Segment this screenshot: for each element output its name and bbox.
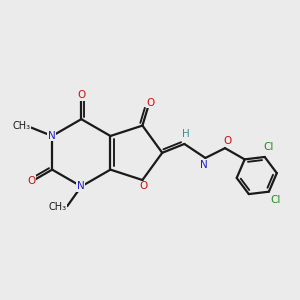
- Text: O: O: [77, 90, 86, 100]
- Text: Cl: Cl: [264, 142, 274, 152]
- Text: O: O: [140, 181, 148, 191]
- Text: CH₃: CH₃: [12, 121, 30, 131]
- Text: O: O: [224, 136, 232, 146]
- Text: N: N: [77, 182, 85, 191]
- Text: Cl: Cl: [270, 195, 280, 205]
- Text: N: N: [48, 131, 56, 141]
- Text: CH₃: CH₃: [48, 202, 67, 212]
- Text: N: N: [200, 160, 208, 170]
- Text: O: O: [147, 98, 155, 108]
- Text: O: O: [28, 176, 36, 186]
- Text: H: H: [182, 129, 190, 139]
